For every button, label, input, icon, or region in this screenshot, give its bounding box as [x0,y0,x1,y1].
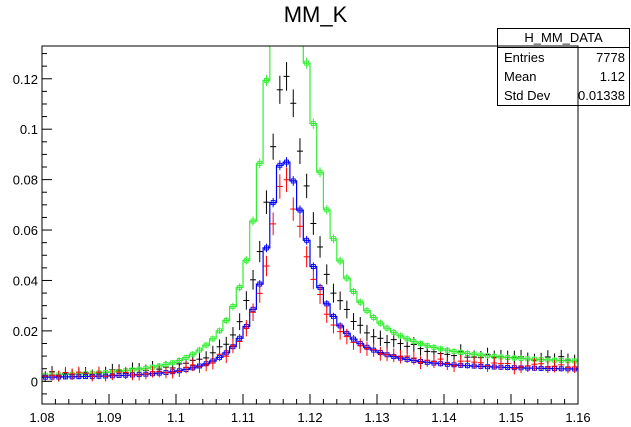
series-1-marker [196,347,202,353]
series-1-marker [257,160,263,166]
series-1-marker [176,358,182,363]
series-2-line [42,161,578,378]
series-1-marker [424,343,430,349]
series-1 [42,46,578,378]
series-1-marker [264,77,269,83]
series-1-marker [170,360,176,366]
y-tick-label: 0.04 [13,273,38,288]
series-1-line [42,46,578,376]
series-1-marker [418,341,423,347]
series-2-marker [310,264,316,269]
series-1-marker [377,320,383,326]
data-layer [42,46,578,382]
series-1-marker [190,351,196,357]
series-2-marker [297,207,303,213]
stats-box-name: H_MM_DATA [498,29,629,48]
series-2-marker [264,245,269,251]
x-tick-label: 1.14 [431,410,456,425]
x-tick-label: 1.12 [297,410,322,425]
stats-box: H_MM_DATA Entries 7778 Mean 1.12 Std Dev… [497,28,630,106]
series-1-marker [404,336,410,342]
series-1-marker [337,258,343,264]
y-tick-label: 0.06 [13,223,38,238]
series-1-marker [237,284,243,290]
series-2 [42,157,578,380]
series-1-marker [351,289,356,294]
stats-label-mean: Mean [504,69,537,84]
series-1-marker [324,207,330,213]
series-1-marker [243,257,249,263]
series-2-marker [284,159,289,165]
series-2-marker [304,237,310,243]
x-tick-label: 1.08 [29,410,54,425]
series-1-marker [217,328,223,334]
series-1-marker [250,218,256,224]
y-tick-label: 0.02 [13,324,38,339]
series-1-marker [511,355,517,361]
stats-row-entries: Entries 7778 [498,48,629,67]
chart-title: MM_K [283,2,348,27]
series-1-marker [364,308,370,314]
series-1-marker [230,304,236,309]
series-1-marker [310,121,316,127]
series-1-marker [371,315,377,320]
stats-row-stddev: Std Dev 0.01338 [498,86,629,105]
series-1-marker [391,329,397,335]
y-tick-label: 0 [31,374,38,389]
series-1-marker [485,353,490,359]
series-2-marker [277,162,283,168]
series-2-marker [290,178,296,184]
x-tick-label: 1.09 [96,410,121,425]
series-1-marker [304,60,310,66]
y-tick-label: 0.08 [13,173,38,188]
x-tick-label: 1.16 [565,410,590,425]
series-1-marker [210,336,216,342]
stats-value-entries: 7778 [596,50,625,65]
series-2-marker [270,200,276,206]
series-1-marker [317,169,323,175]
series-1-marker [438,346,444,352]
series-1-marker [203,342,209,348]
y-tick-label: 0.12 [13,72,38,87]
series-3 [42,167,578,382]
stats-value-mean: 1.12 [599,69,625,84]
series-1-marker [431,344,437,350]
series-1-marker [398,333,403,339]
series-1-marker [163,362,169,367]
x-tick-label: 1.13 [364,410,389,425]
stats-row-mean: Mean 1.12 [498,67,629,86]
series-1-marker [331,236,336,242]
x-tick-label: 1.15 [498,410,523,425]
series-1-marker [384,325,390,331]
stats-label-stddev: Std Dev [504,88,551,103]
series-1-marker [344,275,350,281]
series-1-marker [411,339,417,344]
x-tick-label: 1.1 [167,410,185,425]
series-1-marker [444,347,450,353]
axes: 1.08 1.09 1.1 1.11 1.12 1.13 1.14 1.15 1.16 0 0.02… [13,45,591,425]
series-1-marker [518,355,524,361]
series-1-marker [357,299,363,305]
series-1-marker [451,348,457,354]
series-1-marker [223,317,229,323]
x-tick-label: 1.11 [231,410,255,425]
y-tick-label: 0.1 [20,122,38,137]
series-1-marker [183,355,189,361]
stats-label-entries: Entries [504,50,545,65]
stats-value-stddev: 0.01338 [578,88,625,103]
series-1-marker [458,350,464,355]
